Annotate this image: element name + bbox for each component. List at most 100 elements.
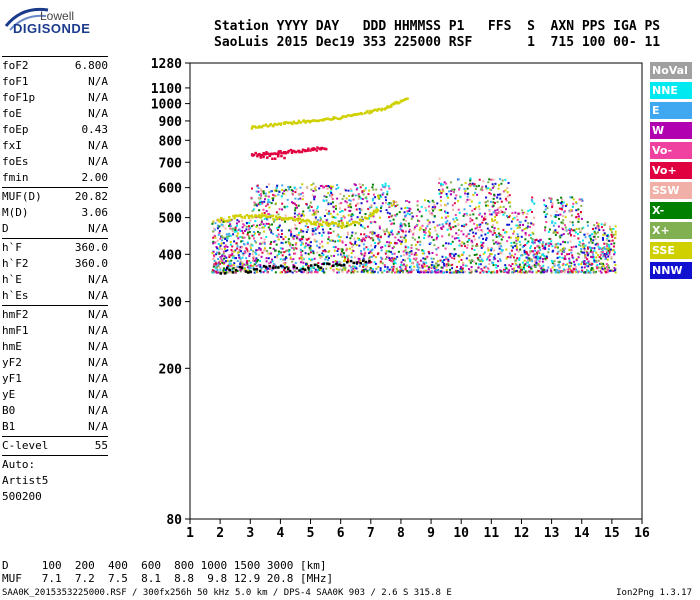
echo-point xyxy=(523,259,526,262)
echo-point xyxy=(310,249,313,252)
echo-point xyxy=(410,211,413,214)
param-row: h`E N/A xyxy=(2,272,108,288)
echo-point xyxy=(442,271,445,274)
echo-point xyxy=(289,257,292,260)
param-row: foEp 0.43 xyxy=(2,122,108,138)
echo-point xyxy=(252,266,255,269)
echo-point xyxy=(468,233,471,236)
trace-point xyxy=(290,122,294,126)
echo-point xyxy=(282,238,285,241)
echo-point xyxy=(221,236,224,239)
param-row: B1 N/A xyxy=(2,419,108,435)
echo-point xyxy=(336,264,339,267)
echo-point xyxy=(506,191,509,194)
echo-point xyxy=(393,245,396,248)
echo-point xyxy=(373,232,376,235)
echo-point xyxy=(479,255,482,258)
echo-point xyxy=(347,204,350,207)
echo-point xyxy=(489,188,492,191)
echo-point xyxy=(443,181,446,184)
digisonde-logo-swoosh xyxy=(4,7,49,31)
echo-point xyxy=(570,249,573,252)
echo-point xyxy=(526,242,529,245)
echo-point xyxy=(427,271,430,274)
echo-point xyxy=(287,270,290,273)
echo-point xyxy=(570,251,573,254)
echo-point xyxy=(225,244,228,247)
echo-point xyxy=(358,265,361,268)
echo-point xyxy=(300,244,303,247)
echo-point xyxy=(274,271,277,274)
echo-point xyxy=(247,235,250,238)
echo-point xyxy=(255,257,258,260)
echo-point xyxy=(611,239,614,242)
echo-point xyxy=(577,218,580,221)
echo-point xyxy=(253,201,256,204)
echo-point xyxy=(499,206,502,209)
echo-point xyxy=(363,254,366,257)
param-name: h`Es xyxy=(2,289,29,302)
echo-point xyxy=(336,250,339,253)
trace-point xyxy=(307,119,310,123)
echo-point xyxy=(497,260,500,263)
echo-point xyxy=(241,229,244,232)
echo-point xyxy=(246,263,249,266)
echo-point xyxy=(544,269,547,272)
echo-point xyxy=(486,227,489,230)
echo-point xyxy=(469,177,472,180)
echo-point xyxy=(532,223,535,226)
echo-point xyxy=(531,222,534,225)
trace-point xyxy=(271,266,275,270)
echo-point xyxy=(446,202,449,205)
echo-point xyxy=(219,256,222,259)
echo-point xyxy=(309,201,312,204)
echo-point xyxy=(561,248,564,251)
echo-point xyxy=(361,225,364,228)
echo-point xyxy=(440,266,443,269)
echo-point xyxy=(527,209,530,212)
echo-point xyxy=(589,247,592,250)
echo-point xyxy=(569,220,572,223)
trace-point xyxy=(264,123,268,126)
echo-point xyxy=(245,260,248,263)
echo-point xyxy=(576,270,579,273)
echo-point xyxy=(377,237,380,240)
echo-point xyxy=(399,269,402,272)
echo-point xyxy=(593,271,596,274)
echo-point xyxy=(344,258,347,261)
echo-point xyxy=(588,246,591,249)
echo-point xyxy=(346,256,349,259)
echo-point xyxy=(423,230,426,233)
echo-point xyxy=(608,253,611,256)
echo-point xyxy=(580,247,583,250)
trace-point xyxy=(315,149,319,152)
param-value: 20.82 xyxy=(74,190,108,203)
trace-point xyxy=(352,113,355,117)
echo-point xyxy=(461,224,464,227)
echo-point xyxy=(341,197,344,200)
echo-point xyxy=(591,227,594,230)
echo-point xyxy=(345,249,348,252)
echo-point xyxy=(221,220,224,223)
echo-point xyxy=(272,264,275,267)
echo-point xyxy=(438,188,441,191)
echo-point xyxy=(463,242,466,245)
echo-point xyxy=(590,267,593,270)
echo-point xyxy=(520,235,523,238)
trace-point xyxy=(229,218,232,222)
echo-point xyxy=(388,233,391,236)
echo-point xyxy=(242,267,245,270)
echo-point xyxy=(352,265,355,268)
echo-point xyxy=(420,264,423,267)
echo-point xyxy=(606,267,609,270)
echo-point xyxy=(539,257,542,260)
echo-point xyxy=(409,265,412,268)
echo-point xyxy=(243,267,246,270)
echo-point xyxy=(492,204,495,207)
trace-point xyxy=(284,150,287,154)
echo-point xyxy=(454,225,457,228)
echo-point xyxy=(587,261,590,264)
echo-point xyxy=(556,199,559,202)
echo-point xyxy=(251,234,254,237)
echo-point xyxy=(356,216,359,219)
